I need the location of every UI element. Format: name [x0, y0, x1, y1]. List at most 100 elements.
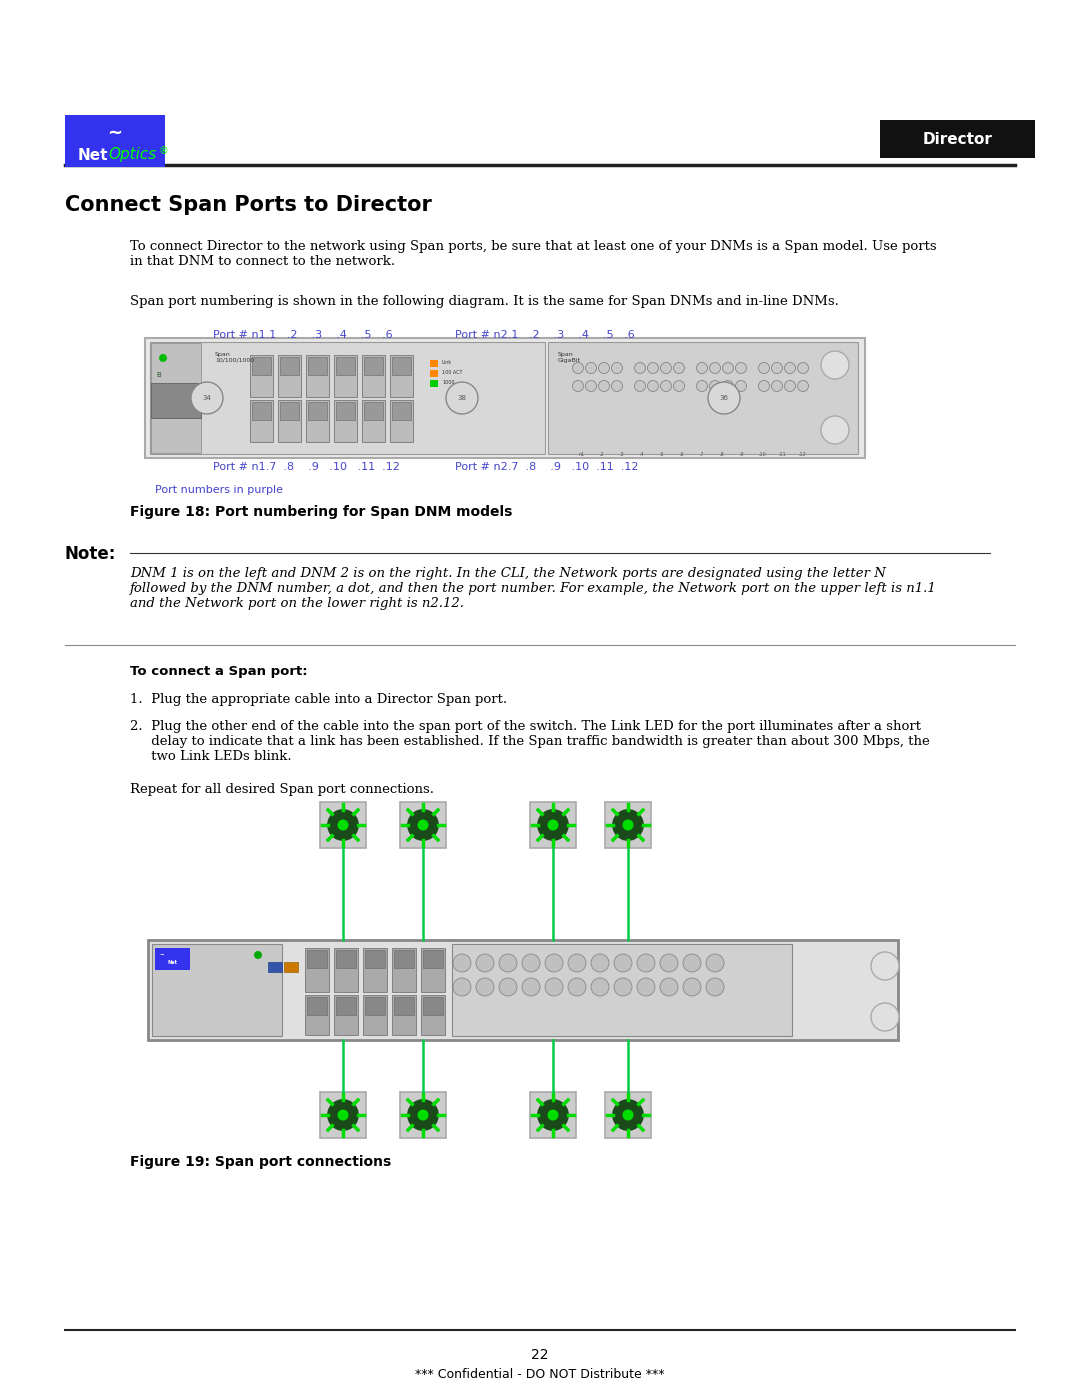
Circle shape — [568, 954, 586, 972]
Circle shape — [870, 1003, 899, 1031]
Bar — [605, 1092, 651, 1139]
Circle shape — [548, 1109, 558, 1120]
Circle shape — [697, 380, 707, 391]
Text: 22: 22 — [531, 1348, 549, 1362]
Bar — [392, 995, 416, 1035]
Bar — [392, 402, 411, 420]
Circle shape — [622, 820, 634, 831]
Text: Span port numbering is shown in the following diagram. It is the same for Span D: Span port numbering is shown in the foll… — [130, 295, 839, 307]
Text: Repeat for all desired Span port connections.: Repeat for all desired Span port connect… — [130, 782, 434, 796]
Circle shape — [159, 353, 167, 362]
Circle shape — [635, 362, 646, 373]
Circle shape — [328, 810, 359, 840]
Circle shape — [674, 362, 685, 373]
Bar — [364, 402, 383, 420]
Circle shape — [408, 1099, 438, 1130]
Bar — [308, 358, 327, 374]
Text: Span
10/100/1000: Span 10/100/1000 — [215, 352, 254, 363]
Circle shape — [337, 1109, 349, 1120]
Bar — [145, 338, 865, 458]
Bar — [423, 950, 443, 968]
Circle shape — [635, 380, 646, 391]
Bar — [65, 115, 165, 168]
Bar — [336, 358, 355, 374]
Bar — [394, 997, 414, 1016]
Text: .6: .6 — [679, 453, 685, 457]
Circle shape — [591, 978, 609, 996]
Circle shape — [797, 362, 809, 373]
Circle shape — [611, 362, 622, 373]
Circle shape — [191, 381, 222, 414]
Bar — [307, 950, 327, 968]
Circle shape — [723, 380, 733, 391]
Circle shape — [418, 1109, 429, 1120]
Circle shape — [870, 951, 899, 981]
Circle shape — [538, 810, 568, 840]
Bar — [152, 944, 282, 1037]
Bar — [605, 802, 651, 848]
Bar — [363, 995, 387, 1035]
Bar — [430, 380, 438, 387]
Circle shape — [522, 954, 540, 972]
Text: 100 ACT: 100 ACT — [442, 370, 462, 374]
Bar — [305, 949, 329, 992]
Bar — [400, 1092, 446, 1139]
Bar — [284, 963, 298, 972]
Circle shape — [771, 362, 783, 373]
Circle shape — [568, 978, 586, 996]
Bar — [150, 342, 545, 454]
Bar — [530, 1092, 576, 1139]
Text: Connect Span Ports to Director: Connect Span Ports to Director — [65, 196, 432, 215]
Text: 38: 38 — [458, 395, 467, 401]
Text: Port # n1.7  .8    .9   .10   .11  .12: Port # n1.7 .8 .9 .10 .11 .12 — [213, 462, 400, 472]
Bar — [421, 995, 445, 1035]
Bar — [252, 358, 271, 374]
Bar — [148, 940, 897, 1039]
Bar — [400, 802, 446, 848]
Bar — [390, 355, 413, 397]
Circle shape — [784, 380, 796, 391]
Bar — [423, 997, 443, 1016]
Bar — [394, 950, 414, 968]
Bar — [336, 402, 355, 420]
Circle shape — [572, 380, 583, 391]
Circle shape — [710, 362, 720, 373]
Circle shape — [545, 978, 563, 996]
Circle shape — [771, 380, 783, 391]
Text: Port # n1.1   .2    .3    .4    .5   .6: Port # n1.1 .2 .3 .4 .5 .6 — [213, 330, 393, 339]
Circle shape — [821, 351, 849, 379]
Circle shape — [337, 820, 349, 831]
Circle shape — [637, 978, 654, 996]
Text: .5: .5 — [660, 453, 664, 457]
Text: 34: 34 — [203, 395, 212, 401]
Circle shape — [706, 954, 724, 972]
Bar — [453, 944, 792, 1037]
Bar — [392, 949, 416, 992]
Text: .8: .8 — [719, 453, 725, 457]
Text: To connect a Span port:: To connect a Span port: — [130, 665, 308, 678]
Bar — [364, 358, 383, 374]
Bar — [320, 1092, 366, 1139]
Circle shape — [612, 810, 644, 840]
Text: ®: ® — [158, 147, 167, 156]
Bar — [363, 949, 387, 992]
Circle shape — [572, 362, 583, 373]
Circle shape — [661, 380, 672, 391]
Bar — [430, 360, 438, 367]
Circle shape — [758, 362, 769, 373]
Circle shape — [328, 1099, 359, 1130]
Circle shape — [683, 954, 701, 972]
Circle shape — [612, 1099, 644, 1130]
Bar — [249, 400, 273, 441]
Circle shape — [683, 978, 701, 996]
Bar — [430, 370, 438, 377]
Text: n1: n1 — [579, 453, 585, 457]
Text: Optics: Optics — [109, 148, 157, 162]
Bar — [334, 355, 357, 397]
Text: DNM 1 is on the left and DNM 2 is on the right. In the CLI, the Network ports ar: DNM 1 is on the left and DNM 2 is on the… — [130, 567, 936, 610]
Circle shape — [661, 362, 672, 373]
Text: .7: .7 — [700, 453, 704, 457]
Bar — [530, 802, 576, 848]
Circle shape — [476, 978, 494, 996]
Text: 1.  Plug the appropriate cable into a Director Span port.: 1. Plug the appropriate cable into a Dir… — [130, 693, 508, 705]
